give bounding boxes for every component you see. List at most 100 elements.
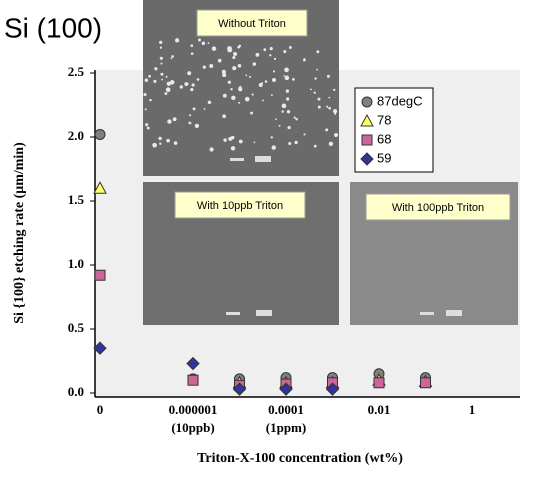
speckle bbox=[313, 91, 316, 94]
speckle bbox=[238, 101, 241, 104]
annotation: Without Triton bbox=[218, 18, 286, 30]
speckle bbox=[269, 46, 273, 51]
x-axis-title: Triton-X-100 concentration (wt%) bbox=[197, 451, 403, 466]
speckle bbox=[145, 123, 149, 127]
speckle bbox=[165, 87, 171, 93]
speckle bbox=[316, 68, 318, 71]
speckle bbox=[309, 88, 312, 91]
y-tick-label: 0.0 bbox=[68, 384, 84, 399]
speckle bbox=[284, 67, 289, 73]
speckle bbox=[222, 93, 227, 98]
speckle bbox=[317, 105, 321, 109]
speckle bbox=[293, 116, 296, 119]
speckle bbox=[326, 105, 329, 108]
speckle bbox=[314, 77, 317, 80]
speckle bbox=[148, 74, 151, 78]
speckle bbox=[263, 48, 267, 52]
speckle bbox=[217, 58, 222, 63]
speckle bbox=[194, 123, 200, 129]
speckle bbox=[209, 147, 214, 152]
speckle bbox=[281, 103, 287, 109]
data-point bbox=[93, 181, 107, 194]
legend-label: 87degC bbox=[377, 93, 423, 108]
x-tick-label: 0.000001 bbox=[169, 402, 218, 417]
speckle bbox=[328, 106, 331, 110]
speckle bbox=[190, 52, 194, 55]
x-tick-label: 0 bbox=[97, 402, 104, 417]
speckle bbox=[146, 126, 150, 130]
y-tick-label: 2.0 bbox=[68, 128, 84, 143]
speckle bbox=[170, 57, 173, 60]
speckle bbox=[166, 138, 170, 143]
speckle bbox=[237, 63, 242, 68]
speckle bbox=[160, 62, 163, 65]
legend-label: 59 bbox=[377, 150, 391, 165]
speckles bbox=[143, 38, 339, 152]
speckle bbox=[278, 124, 281, 127]
speckle bbox=[190, 44, 194, 48]
speckle bbox=[317, 97, 321, 101]
speckle bbox=[171, 55, 174, 58]
speckle bbox=[303, 133, 306, 136]
annotation-box bbox=[365, 193, 511, 221]
speckle bbox=[244, 96, 250, 102]
speckle bbox=[313, 144, 317, 148]
speckle bbox=[230, 146, 236, 151]
x-tick-label: 1 bbox=[469, 402, 476, 417]
speckle bbox=[250, 111, 253, 115]
scale-bar bbox=[420, 312, 434, 315]
data-point bbox=[420, 377, 431, 389]
speckle bbox=[269, 54, 272, 57]
speckle bbox=[270, 94, 273, 96]
speckle bbox=[316, 50, 320, 54]
speckle bbox=[288, 142, 292, 146]
speckle bbox=[149, 98, 152, 102]
speckle bbox=[228, 136, 233, 141]
data-point bbox=[373, 377, 385, 389]
legend-marker bbox=[361, 96, 373, 108]
speckle bbox=[264, 80, 268, 83]
x-tick-sublabel: (1ppm) bbox=[266, 420, 306, 435]
speckle bbox=[179, 85, 183, 89]
speckle bbox=[232, 55, 236, 60]
speckle bbox=[295, 118, 298, 121]
speckle bbox=[271, 145, 276, 150]
speckle bbox=[159, 142, 162, 145]
speckle bbox=[232, 66, 237, 71]
speckle bbox=[173, 141, 178, 145]
speckle bbox=[270, 136, 273, 139]
legend-label: 78 bbox=[377, 112, 391, 127]
speckle bbox=[189, 114, 192, 117]
speckle bbox=[201, 41, 206, 46]
speckle bbox=[174, 38, 180, 43]
speckle bbox=[252, 62, 257, 66]
speckle bbox=[187, 82, 189, 85]
speckle bbox=[239, 85, 242, 89]
speckle bbox=[237, 45, 241, 49]
speckle bbox=[281, 110, 284, 113]
speckle bbox=[334, 133, 339, 138]
speckle bbox=[221, 69, 226, 74]
scale-bar bbox=[226, 312, 240, 315]
speckle bbox=[153, 79, 157, 83]
speckle bbox=[196, 78, 200, 81]
speckle bbox=[190, 88, 194, 92]
speckle bbox=[245, 74, 248, 77]
speckle bbox=[255, 52, 260, 57]
speckle bbox=[152, 142, 157, 148]
speckle bbox=[161, 78, 164, 81]
legend-label: 68 bbox=[377, 131, 391, 146]
speckle bbox=[272, 70, 276, 73]
speckle bbox=[159, 46, 163, 49]
speckle bbox=[227, 46, 232, 51]
speckle bbox=[262, 99, 264, 102]
speckle bbox=[275, 118, 277, 121]
data-point bbox=[232, 382, 247, 396]
speckle bbox=[292, 78, 295, 81]
speckle bbox=[328, 141, 334, 146]
speckle bbox=[272, 78, 277, 83]
speckle bbox=[192, 107, 196, 111]
data-point bbox=[94, 128, 106, 140]
scale-bar bbox=[230, 158, 244, 161]
